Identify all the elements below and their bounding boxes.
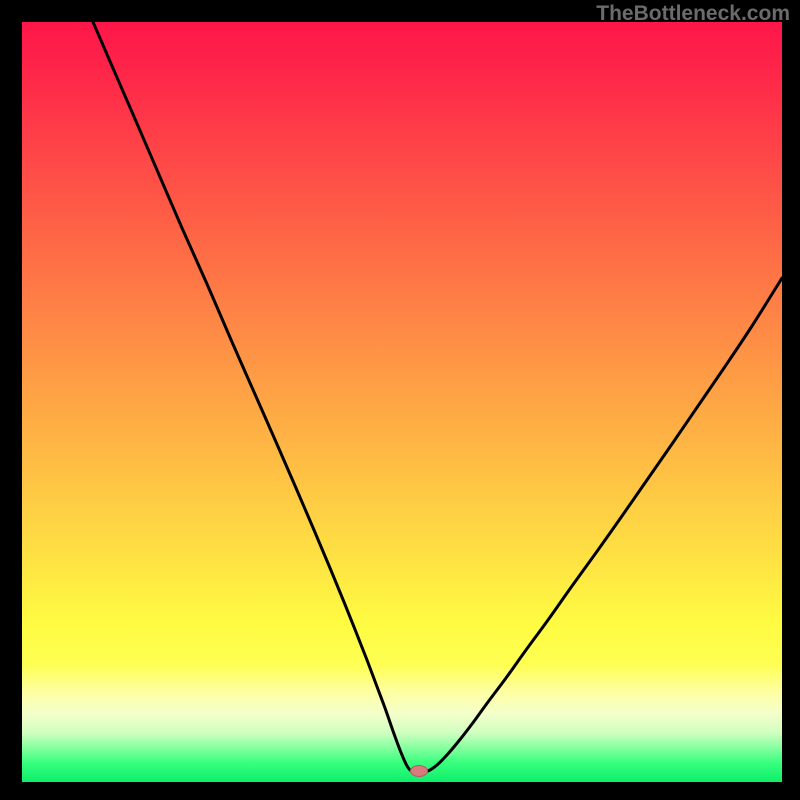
chart-frame: TheBottleneck.com [0,0,800,800]
plot-area [22,22,782,782]
watermark-label: TheBottleneck.com [596,2,790,26]
optimum-marker [410,765,428,777]
bottleneck-curve [93,22,782,773]
curve-svg [22,22,782,782]
